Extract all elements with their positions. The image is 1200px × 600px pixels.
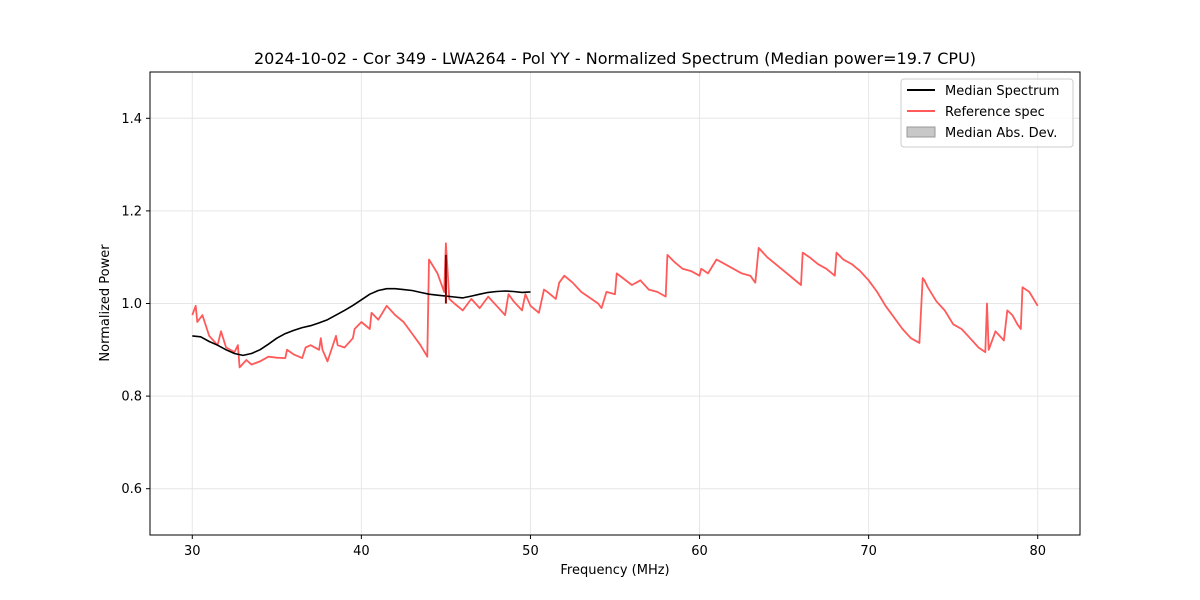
chart-title: 2024-10-02 - Cor 349 - LWA264 - Pol YY -… bbox=[254, 49, 976, 68]
legend-label-median-abs-dev: Median Abs. Dev. bbox=[945, 126, 1057, 141]
reference-spec-line bbox=[191, 242, 1039, 369]
x-tick-label: 30 bbox=[184, 544, 201, 559]
x-tick-label: 40 bbox=[353, 544, 370, 559]
legend: Median Spectrum Reference spec Median Ab… bbox=[900, 78, 1074, 148]
y-tick-label: 1.4 bbox=[121, 112, 142, 127]
y-tick-label: 1.2 bbox=[121, 204, 142, 219]
x-tick-label: 70 bbox=[860, 544, 877, 559]
y-axis-ticks: 0.6 0.8 1.0 1.2 1.4 bbox=[121, 112, 150, 497]
x-axis-label: Frequency (MHz) bbox=[560, 563, 669, 578]
median-spectrum-line bbox=[192, 287, 531, 357]
legend-swatch-median-abs-dev bbox=[906, 126, 936, 138]
x-tick-label: 80 bbox=[1029, 544, 1046, 559]
x-tick-label: 50 bbox=[522, 544, 539, 559]
legend-label-reference-spec: Reference spec bbox=[945, 105, 1045, 120]
legend-box bbox=[900, 78, 1074, 148]
series-layer bbox=[191, 242, 1039, 369]
y-tick-label: 0.8 bbox=[121, 390, 142, 405]
y-tick-label: 1.0 bbox=[121, 297, 142, 312]
x-axis-ticks: 30 40 50 60 70 80 bbox=[184, 535, 1046, 559]
x-tick-label: 60 bbox=[691, 544, 708, 559]
legend-label-median-spectrum: Median Spectrum bbox=[945, 84, 1059, 99]
y-tick-label: 0.6 bbox=[121, 482, 142, 497]
y-axis-label: Normalized Power bbox=[98, 244, 113, 362]
